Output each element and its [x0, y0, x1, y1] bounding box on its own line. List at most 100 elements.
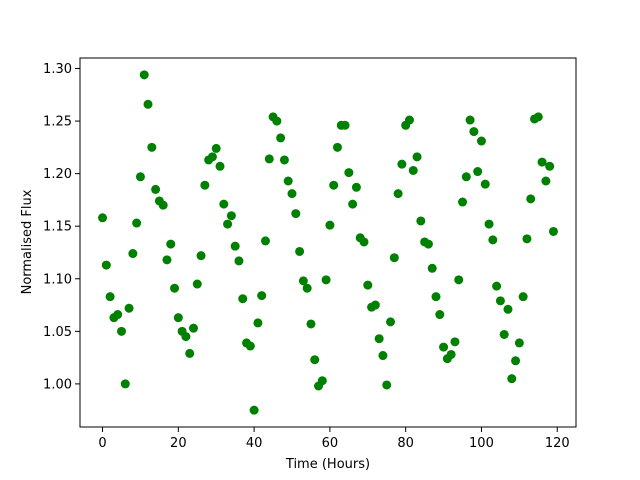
data-point: [423, 239, 433, 249]
data-point: [329, 180, 339, 190]
data-point: [344, 168, 354, 178]
data-point: [492, 281, 502, 291]
data-point: [147, 142, 157, 152]
data-point: [245, 341, 255, 351]
plot-area: [80, 58, 576, 427]
data-point: [295, 246, 305, 256]
data-point: [143, 99, 153, 109]
data-point: [412, 152, 422, 162]
data-point: [139, 70, 149, 80]
data-point: [219, 199, 229, 209]
data-point: [537, 157, 547, 167]
data-point: [351, 182, 361, 192]
data-point: [276, 133, 286, 143]
data-point: [302, 283, 312, 293]
data-point: [158, 200, 168, 210]
data-point: [230, 241, 240, 251]
data-point: [291, 209, 301, 219]
data-point: [257, 291, 267, 301]
data-point: [211, 143, 221, 153]
data-point: [435, 310, 445, 320]
x-tick-label: 120: [545, 436, 570, 451]
x-tick-label: 20: [170, 436, 187, 451]
data-points: [98, 70, 558, 415]
data-point: [382, 380, 392, 390]
data-point: [461, 172, 471, 182]
data-point: [507, 374, 517, 384]
data-point: [374, 334, 384, 344]
data-point: [397, 159, 407, 169]
x-tick-label: 60: [322, 436, 339, 451]
data-point: [135, 172, 145, 182]
data-point: [480, 179, 490, 189]
data-point: [340, 120, 350, 130]
data-point: [522, 234, 532, 244]
data-point: [279, 155, 289, 165]
data-point: [234, 256, 244, 266]
data-point: [226, 211, 236, 221]
data-point: [446, 349, 456, 359]
data-point: [317, 376, 327, 386]
y-tick-label: 1.30: [43, 62, 72, 77]
y-tick-label: 1.05: [43, 325, 72, 340]
data-point: [101, 260, 111, 270]
y-tick-label: 1.15: [43, 220, 72, 235]
data-point: [253, 318, 263, 328]
data-point: [272, 116, 282, 126]
data-point: [473, 167, 483, 177]
data-point: [503, 304, 513, 314]
data-point: [128, 249, 138, 259]
data-point: [181, 332, 191, 342]
data-point: [321, 275, 331, 285]
data-point: [188, 323, 198, 333]
data-point: [105, 292, 115, 302]
data-point: [185, 348, 195, 358]
data-point: [450, 337, 460, 347]
data-point: [162, 255, 172, 265]
y-axis-label: Normalised Flux: [20, 189, 35, 294]
data-point: [465, 115, 475, 125]
data-point: [215, 161, 225, 171]
data-point: [120, 379, 130, 389]
data-point: [404, 115, 414, 125]
data-point: [223, 219, 233, 229]
data-point: [264, 154, 274, 164]
data-point: [408, 165, 418, 175]
data-point: [416, 216, 426, 226]
data-point: [332, 142, 342, 152]
data-point: [359, 237, 369, 247]
y-tick-label: 1.00: [43, 377, 72, 392]
y-axis-ticks: 1.00 1.05 1.10 1.15 1.20 1.25 1.30: [43, 62, 80, 392]
x-axis-label: Time (Hours): [285, 457, 370, 472]
data-point: [514, 338, 524, 348]
data-point: [310, 355, 320, 365]
data-point: [132, 218, 142, 228]
data-point: [427, 263, 437, 273]
data-point: [207, 152, 217, 162]
data-point: [348, 199, 358, 209]
data-point: [389, 253, 399, 263]
x-tick-label: 100: [469, 436, 494, 451]
data-point: [298, 276, 308, 286]
data-point: [476, 136, 486, 146]
data-point: [548, 226, 558, 236]
data-point: [454, 275, 464, 285]
data-point: [484, 219, 494, 229]
data-point: [439, 342, 449, 352]
data-point: [173, 313, 183, 323]
data-point: [249, 405, 259, 415]
data-point: [325, 220, 335, 230]
data-point: [370, 300, 380, 310]
data-point: [526, 194, 536, 204]
x-axis-ticks: 0 20 40 60 80 100 120: [98, 427, 570, 451]
data-point: [363, 280, 373, 290]
data-point: [306, 319, 316, 329]
data-point: [511, 356, 521, 366]
data-point: [238, 294, 248, 304]
data-point: [116, 326, 126, 336]
data-point: [200, 180, 210, 190]
data-point: [287, 189, 297, 199]
x-tick-label: 80: [397, 436, 414, 451]
data-point: [378, 351, 388, 361]
